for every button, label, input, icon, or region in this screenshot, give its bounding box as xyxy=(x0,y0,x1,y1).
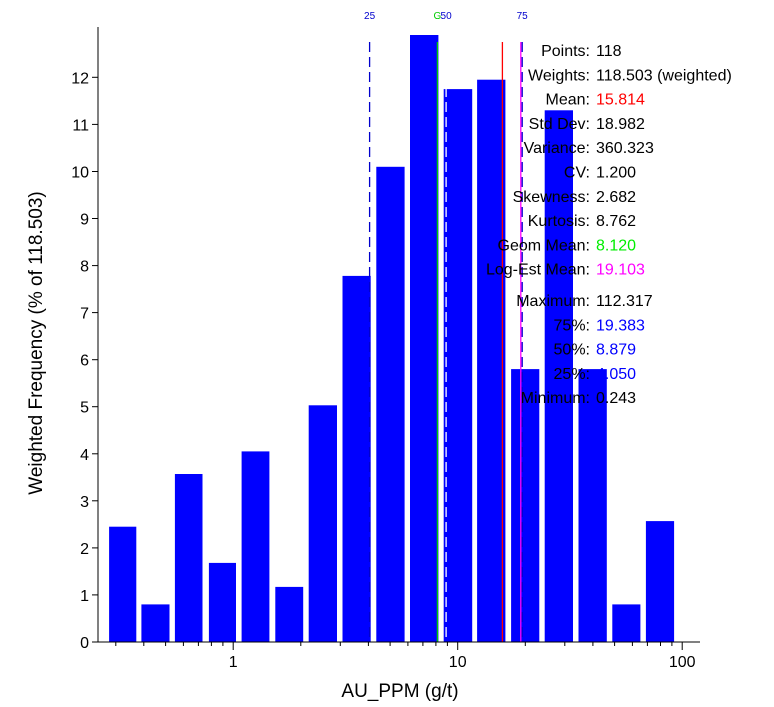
stat-label: Skewness: xyxy=(513,189,590,206)
stat-value: 4.050 xyxy=(596,366,636,383)
histogram-bar-2 xyxy=(141,604,170,642)
stat-label: Geom Mean: xyxy=(498,237,590,254)
histogram-bar-12 xyxy=(477,79,506,642)
x-tick-label-100: 100 xyxy=(669,654,696,671)
stat-value: 360.323 xyxy=(596,140,654,157)
y-tick-label-1: 1 xyxy=(80,588,89,605)
stat-value: 112.317 xyxy=(596,293,653,310)
stat-label: CV: xyxy=(564,165,590,182)
histogram-bar-9 xyxy=(376,166,405,643)
stat-label: 50%: xyxy=(554,342,590,359)
y-tick-label-8: 8 xyxy=(80,259,89,276)
histogram-bar-1 xyxy=(109,526,137,642)
stat-label: Minimum: xyxy=(521,390,590,407)
stat-label: Weights: xyxy=(528,67,590,84)
histogram-bar-4 xyxy=(208,562,236,642)
stat-label: Mean: xyxy=(546,92,590,109)
stat-value: 8.762 xyxy=(596,213,636,230)
histogram-bar-3 xyxy=(174,474,203,642)
statistics-panel: Points: 118 Weights: 118.503 (weighted) Mean… xyxy=(486,43,732,407)
stat-value: 19.383 xyxy=(596,317,645,334)
stat-label: Log-Est Mean: xyxy=(486,262,590,279)
stat-label: Std Dev: xyxy=(529,116,590,133)
histogram-bar-11 xyxy=(443,89,473,643)
stat-value: 118.503 (weighted) xyxy=(596,67,732,84)
stat-value: 15.814 xyxy=(596,92,645,109)
stat-value: 8.120 xyxy=(596,237,636,254)
y-tick-label-11: 11 xyxy=(72,117,89,134)
stat-label: Kurtosis: xyxy=(528,213,590,230)
stat-value: 19.103 xyxy=(596,262,645,279)
stat-label: 75%: xyxy=(554,317,590,334)
y-tick-label-7: 7 xyxy=(80,306,89,323)
axes xyxy=(92,27,700,650)
histogram-bar-8 xyxy=(342,275,371,642)
histogram-bar-13 xyxy=(511,369,540,642)
x-tick-label-10: 10 xyxy=(449,654,467,671)
y-tick-label-10: 10 xyxy=(71,165,89,182)
stat-label: Variance: xyxy=(524,140,590,157)
histogram-bar-10 xyxy=(410,35,439,642)
stat-value: 8.879 xyxy=(596,342,636,359)
reference-lines: 25 G 50 75 xyxy=(364,11,528,642)
refline-label-50: 50 xyxy=(441,11,453,22)
stat-label: Maximum: xyxy=(516,293,590,310)
y-axis-title: Weighted Frequency (% of 118.503) xyxy=(26,191,47,494)
x-tick-label-1: 1 xyxy=(229,654,238,671)
histogram-bar-17 xyxy=(645,521,675,642)
stat-value: 2.682 xyxy=(596,189,636,206)
histogram-bars xyxy=(109,35,675,643)
stat-label: Points: xyxy=(541,43,590,60)
histogram-bar-14 xyxy=(544,110,573,643)
histogram-bar-16 xyxy=(612,604,641,642)
refline-label-geom-mean: G xyxy=(434,11,442,22)
y-tick-label-4: 4 xyxy=(80,447,89,464)
stat-label: 25%: xyxy=(554,366,590,383)
stat-value: 18.982 xyxy=(596,116,645,133)
histogram-bar-7 xyxy=(308,405,337,642)
x-axis-title: AU_PPM (g/t) xyxy=(341,681,458,702)
stat-value: 118 xyxy=(596,43,622,60)
refline-label-75: 75 xyxy=(517,11,529,22)
y-tick-label-0: 0 xyxy=(80,635,89,652)
histogram-bar-15 xyxy=(578,369,607,642)
y-tick-label-6: 6 xyxy=(80,353,89,370)
histogram-bar-5 xyxy=(241,451,270,642)
y-tick-label-12: 12 xyxy=(71,70,89,87)
refline-label-25: 25 xyxy=(364,11,376,22)
y-tick-label-2: 2 xyxy=(80,541,89,558)
histogram-bar-6 xyxy=(275,586,304,642)
stat-value: 0.243 xyxy=(596,390,636,407)
stat-value: 1.200 xyxy=(596,165,636,182)
y-tick-label-9: 9 xyxy=(80,212,89,229)
y-tick-label-3: 3 xyxy=(80,494,89,511)
y-tick-label-5: 5 xyxy=(80,400,89,417)
